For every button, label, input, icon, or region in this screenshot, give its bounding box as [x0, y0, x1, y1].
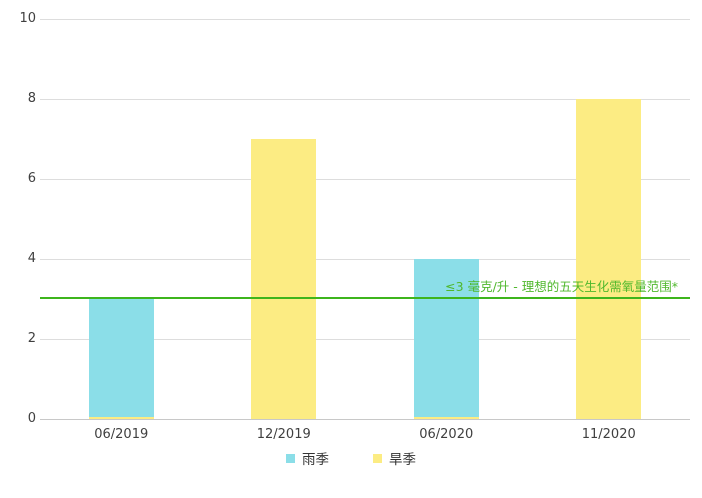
bar-12-2019 [251, 139, 317, 419]
bar-base-sliver [88, 417, 154, 419]
dry-season-swatch-icon [373, 453, 382, 463]
legend: 雨季 旱季 [0, 448, 702, 468]
rainy-season-swatch-icon [286, 453, 295, 463]
x-axis-label: 11/2020 [581, 427, 636, 442]
y-tick-label: 4 [27, 251, 36, 266]
gridline [40, 259, 690, 260]
y-tick-label: 6 [27, 171, 36, 186]
bar-11-2020 [576, 99, 642, 419]
gridline [40, 339, 690, 340]
y-tick-label: 8 [27, 91, 36, 106]
legend-label-dry-season: 旱季 [389, 452, 416, 468]
gridline [40, 99, 690, 100]
legend-item-dry-season: 旱季 [373, 448, 416, 468]
gridline [40, 19, 690, 20]
bar-06-2020 [413, 259, 479, 419]
bar-base-sliver [413, 417, 479, 419]
gridline [40, 179, 690, 180]
y-tick-label: 2 [27, 331, 36, 346]
y-tick-label: 0 [27, 411, 36, 426]
legend-label-rainy-season: 雨季 [302, 452, 329, 468]
x-axis-label: 06/2019 [94, 427, 149, 442]
reference-line-label: ≤3 毫克/升 - 理想的五天生化需氧量范围* [445, 279, 678, 294]
legend-item-rainy-season: 雨季 [286, 448, 329, 468]
x-axis-label: 12/2019 [256, 427, 311, 442]
gridline [40, 419, 690, 420]
bar-06-2019 [88, 299, 154, 419]
y-tick-label: 10 [19, 11, 36, 26]
reference-line [40, 297, 690, 299]
x-axis-label: 06/2020 [419, 427, 474, 442]
